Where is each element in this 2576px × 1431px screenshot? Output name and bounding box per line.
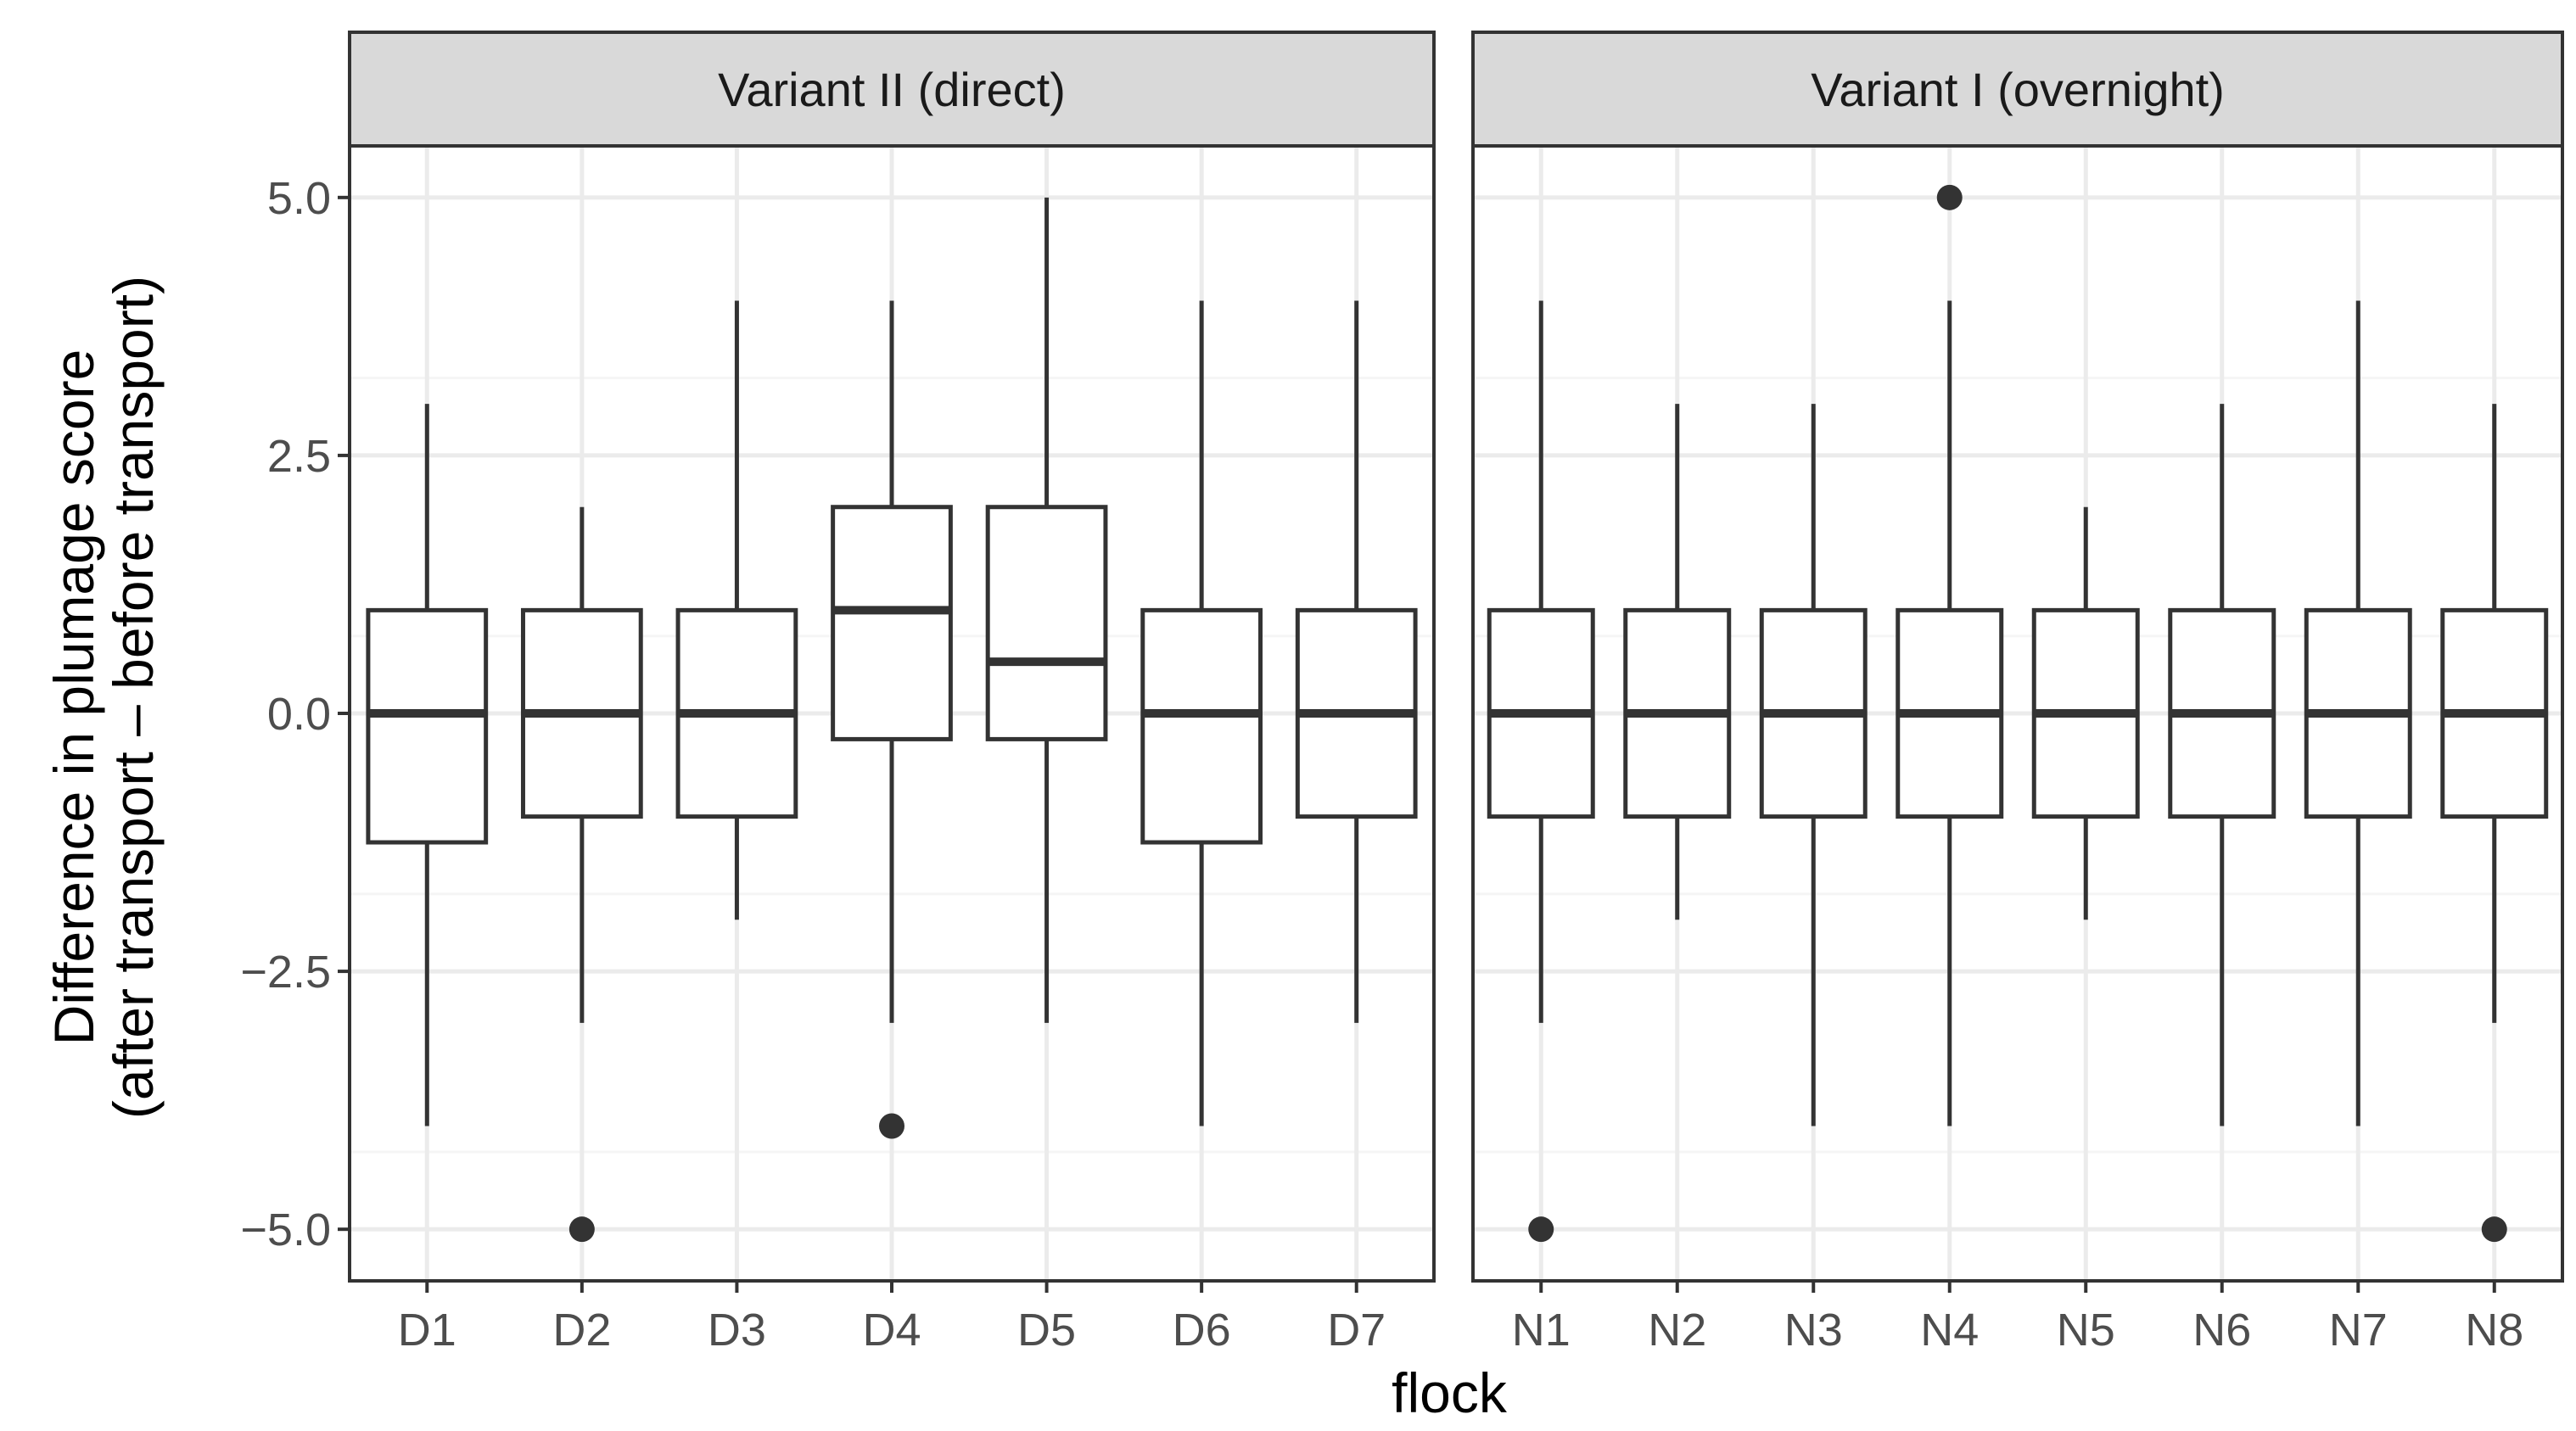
- outlier-point: [568, 1216, 595, 1243]
- x-tick-label: D3: [708, 1305, 766, 1356]
- y-axis-title-line-1: Difference in plumage score: [42, 349, 105, 1046]
- x-tick-label: D4: [862, 1305, 921, 1356]
- x-tick-label: D2: [552, 1305, 611, 1356]
- facet-strip-label: Variant I (overnight): [1811, 63, 2225, 116]
- y-tick-label: 0.0: [267, 689, 331, 740]
- x-tick-label: N2: [1648, 1305, 1706, 1356]
- box-iqr: [366, 607, 489, 845]
- x-tick-label: D5: [1017, 1305, 1076, 1356]
- y-axis-title-line-2: (after transport – before transport): [102, 276, 165, 1119]
- y-tick-label: 2.5: [267, 431, 331, 482]
- box-iqr: [831, 505, 953, 741]
- facet-strip-label: Variant II (direct): [718, 63, 1066, 116]
- x-tick-label: D6: [1173, 1305, 1231, 1356]
- x-tick-label: D7: [1327, 1305, 1386, 1356]
- x-axis-title: flock: [1392, 1361, 1508, 1424]
- outlier-point: [1936, 184, 1963, 210]
- x-tick-label: N8: [2465, 1305, 2523, 1356]
- x-tick-label: N4: [1920, 1305, 1979, 1356]
- outlier-point: [1528, 1216, 1554, 1243]
- outlier-point: [2481, 1216, 2507, 1243]
- panel-border: [1471, 144, 2564, 1283]
- y-tick-label: 5.0: [267, 173, 331, 224]
- outlier-point: [879, 1113, 904, 1139]
- box-layer: [366, 184, 2549, 1243]
- x-tick-label: N3: [1784, 1305, 1843, 1356]
- x-tick-label: N6: [2192, 1305, 2251, 1356]
- panel-layer: Variant II (direct) Variant I (overnight): [348, 31, 2564, 1283]
- axis-layer: 5.0 2.5 0.0 −2.5 −5.0 D1 D2 D3 D4 D5 D6 D7 N1 N2 N3 N4 N…: [240, 173, 2523, 1356]
- y-tick-label: −2.5: [240, 947, 331, 998]
- box-iqr: [985, 505, 1108, 741]
- x-tick-label: N5: [2057, 1305, 2115, 1356]
- facet-strip: [348, 31, 1436, 148]
- x-tick-label: N1: [1512, 1305, 1571, 1356]
- box-iqr: [1140, 607, 1263, 845]
- y-tick-label: −5.0: [240, 1205, 331, 1255]
- x-tick-label: N7: [2329, 1305, 2388, 1356]
- x-tick-label: D1: [398, 1305, 456, 1356]
